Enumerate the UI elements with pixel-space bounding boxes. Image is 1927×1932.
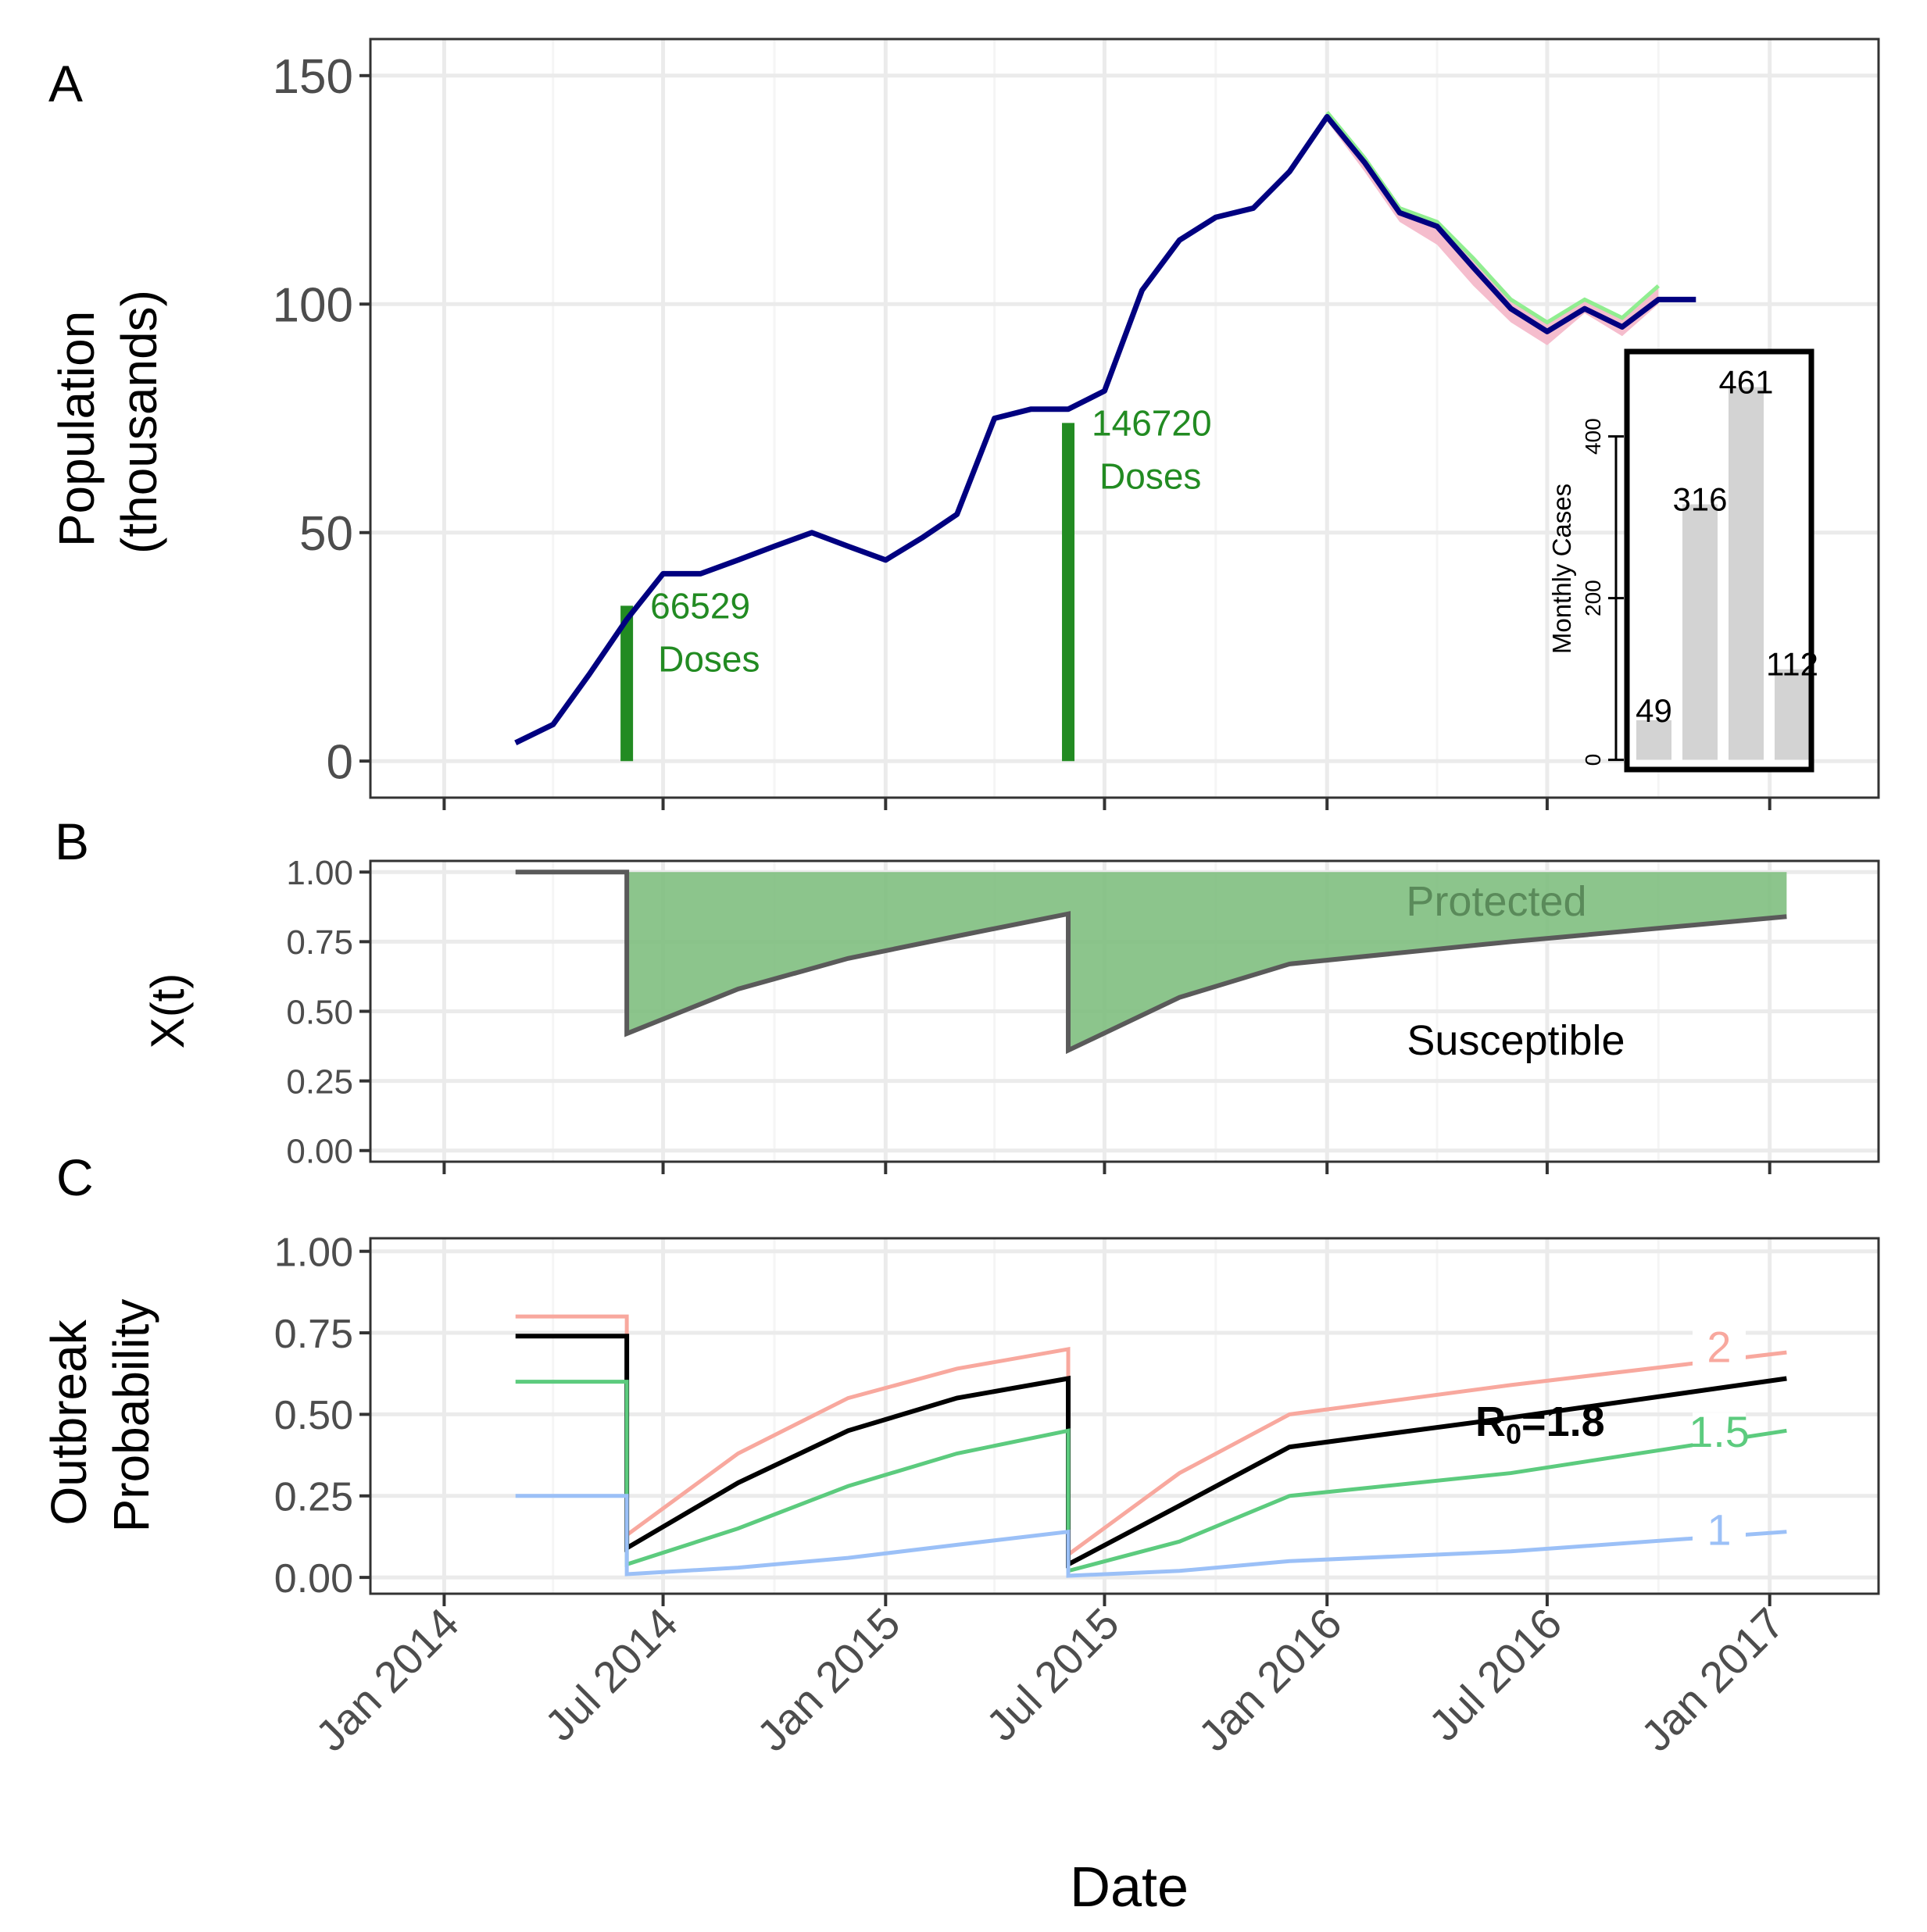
- inset-bar: [1775, 670, 1810, 760]
- panelC-ytick-label: 0.25: [274, 1474, 353, 1520]
- panel-c-series-labels: 21.51: [1689, 1323, 1750, 1555]
- panel-c-ylabel-line2: Probability: [103, 1299, 159, 1533]
- inset-ylabel: Monthly Cases: [1547, 484, 1576, 654]
- panelA-ytick-label: 0: [327, 736, 353, 790]
- inset-bar: [1729, 387, 1764, 760]
- panelB-ytick-label: 0.00: [286, 1133, 353, 1171]
- r0-label-suffix: =1.8: [1521, 1398, 1605, 1445]
- panel-b-ylabel: X(t): [141, 973, 194, 1049]
- series-label-r1: 1: [1707, 1505, 1731, 1554]
- r0-label: R0=1.8: [1475, 1398, 1605, 1450]
- panel-letter-a: A: [48, 55, 83, 112]
- dose-unit-label: Doses: [1099, 455, 1201, 496]
- inset-bar-label: 461: [1718, 364, 1773, 401]
- panel-letter-c: C: [56, 1148, 94, 1206]
- x-axis-title: Date: [1070, 1856, 1189, 1919]
- inset-bar-label: 316: [1672, 481, 1727, 518]
- inset-ytick-label: 400: [1581, 418, 1605, 455]
- dose-value-label: 66529: [650, 585, 750, 626]
- panel-letter-b: B: [55, 812, 89, 870]
- r0-label-prefix: R: [1475, 1398, 1506, 1445]
- inset-bar-label: 49: [1636, 692, 1672, 729]
- panelA-ytick-label: 50: [299, 507, 353, 561]
- dose-value-label: 146720: [1092, 402, 1212, 443]
- panelC-ytick-label: 0.75: [274, 1312, 353, 1357]
- panelB-ytick-label: 0.50: [286, 993, 353, 1031]
- series-label-r15: 1.5: [1689, 1407, 1750, 1456]
- panel-b: 0.00 0.25 0.50 0.75 1.00 X(t) Protected Susc…: [141, 854, 1879, 1174]
- inset-bar: [1682, 505, 1718, 760]
- panelC-ytick-label: 1.00: [274, 1230, 353, 1275]
- panelB-ytick-label: 1.00: [286, 854, 353, 892]
- panelB-ytick-label: 0.75: [286, 923, 353, 962]
- panel-a-ylabel-line1: Population: [48, 311, 105, 547]
- r0-label-sub: 0: [1506, 1418, 1521, 1450]
- panelC-ytick-label: 0.50: [274, 1393, 353, 1438]
- susceptible-label: Susceptible: [1407, 1017, 1625, 1064]
- panel-c-ylabel-line1: Outbreak: [41, 1319, 97, 1525]
- panel-a-ylabel-line2: (thousands): [111, 290, 167, 554]
- series-label-r2: 2: [1707, 1323, 1731, 1372]
- protected-label: Protected: [1406, 878, 1586, 925]
- panelA-ytick-label: 150: [273, 50, 353, 104]
- dose-unit-label: Doses: [658, 638, 760, 679]
- inset-ytick-label: 0: [1581, 754, 1605, 766]
- panelB-ytick-label: 0.25: [286, 1062, 353, 1101]
- panelA-ytick-label: 100: [273, 279, 353, 333]
- panelC-ytick-label: 0.00: [274, 1556, 353, 1602]
- inset-ytick-label: 200: [1581, 580, 1605, 616]
